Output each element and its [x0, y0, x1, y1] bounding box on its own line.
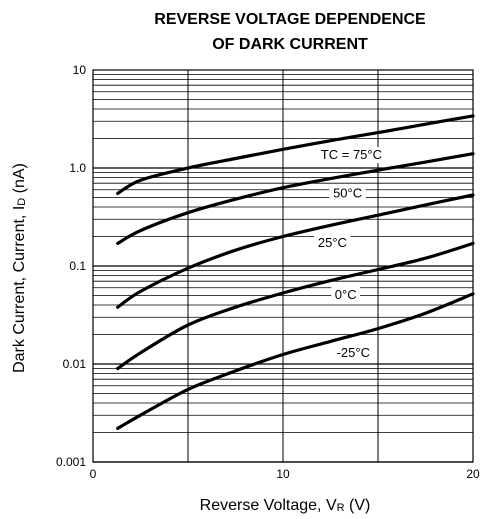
x-axis-label: Reverse Voltage, VR (V) [200, 497, 371, 514]
chart-title-line-2: OF DARK CURRENT [212, 36, 368, 53]
x-tick-label: 0 [90, 467, 97, 481]
series-label: 25°C [318, 235, 347, 250]
series-label-background [331, 287, 361, 304]
series-label-background [314, 147, 389, 164]
grid-lines [93, 70, 473, 463]
series-line [116, 241, 475, 371]
chart-title-line-1: REVERSE VOLTAGE DEPENDENCE [154, 11, 426, 28]
series-label: 0°C [335, 287, 357, 302]
x-tick-label: 20 [466, 467, 480, 481]
series-label-background [331, 345, 376, 362]
plot-frame [92, 69, 474, 463]
series-labels: TC = 75°C 50°C 25°C 0°C -25°C [314, 147, 389, 362]
y-tick-label: 0.01 [63, 357, 87, 371]
y-tick-label: 1.0 [69, 161, 86, 175]
y-axis-label: Dark Current, Current, ID (nA) [11, 163, 28, 373]
series-line [116, 292, 475, 430]
series-label: -25°C [337, 345, 370, 360]
y-tick-label: 10 [73, 63, 87, 77]
x-tick-label: 10 [276, 467, 290, 481]
series-line [116, 114, 475, 195]
series-label: 50°C [333, 186, 362, 201]
y-tick-label: 0.001 [56, 455, 86, 469]
series-label-background [314, 234, 351, 251]
y-tick-label: 0.1 [69, 259, 86, 273]
series-label: TC = 75°C [321, 147, 382, 162]
data-series [116, 114, 475, 430]
series-line [116, 152, 475, 245]
series-label-background [329, 185, 366, 202]
series-line [116, 193, 475, 309]
tick-labels: 10 1.0 0.1 0.01 0.001 0 10 20 [56, 63, 480, 481]
